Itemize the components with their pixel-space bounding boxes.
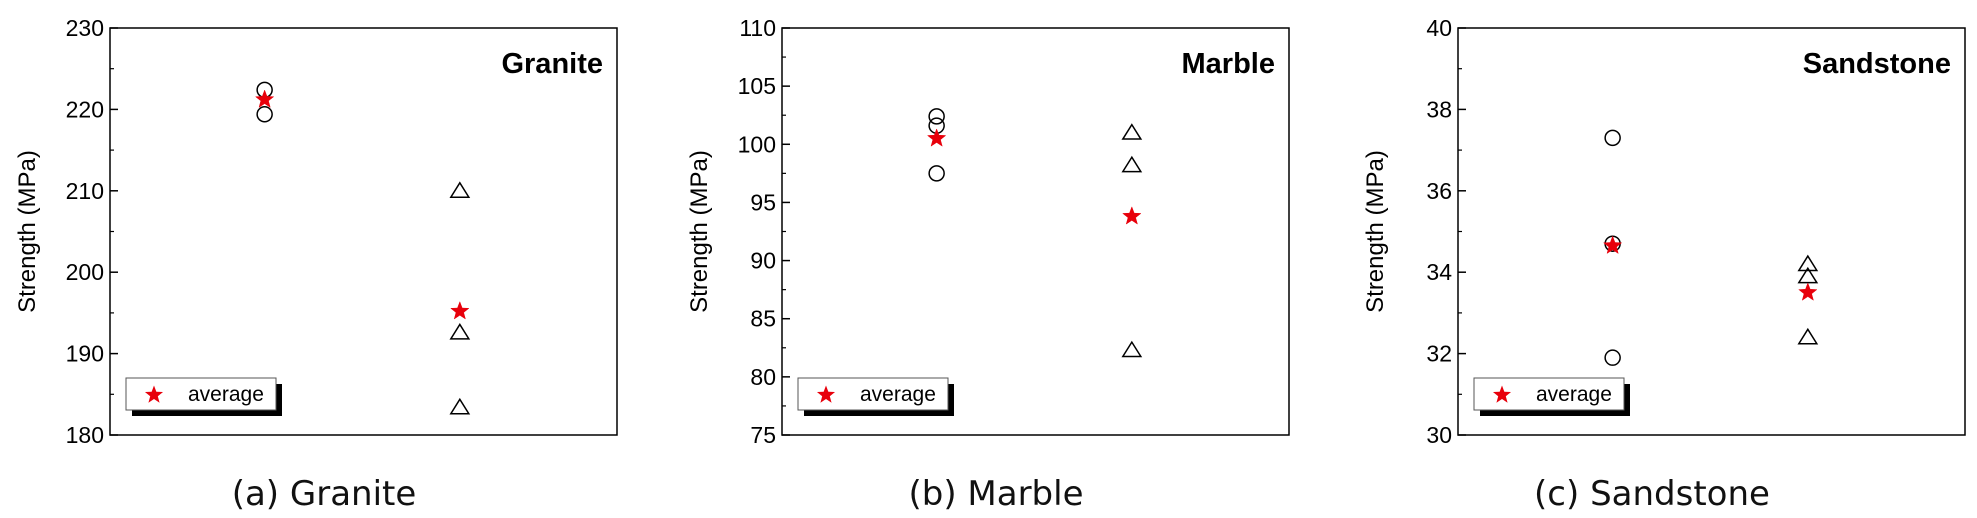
y-axis-label: Strength (MPa) [686, 150, 713, 313]
y-tick-label: 38 [1426, 96, 1452, 122]
legend-star-icon [816, 385, 836, 403]
y-tick-label: 190 [66, 341, 104, 367]
legend-star-icon [1492, 385, 1512, 403]
average-star [1798, 282, 1818, 301]
data-point-triangle [449, 323, 471, 340]
panel-granite: 180 190 200 210 220 230 Strength (MPa) Granite a… [14, 15, 618, 514]
data-point-triangle [1797, 254, 1819, 272]
y-tick-label: 110 [739, 15, 776, 41]
y-tick-label: 100 [738, 131, 776, 157]
y-tick-label: 230 [66, 15, 104, 41]
y-tick-label: 34 [1426, 259, 1452, 285]
plot-frame [1457, 27, 1966, 436]
panel-title: Marble [1182, 48, 1275, 80]
data-point-circle [928, 165, 945, 182]
y-tick-label: 105 [738, 73, 776, 99]
y-axis-label: Strength (MPa) [14, 150, 41, 313]
y-tick-label: 30 [1426, 422, 1452, 448]
plot-frame [109, 27, 618, 436]
data-point-triangle [1121, 123, 1143, 140]
panel-caption: (a) Granite [232, 474, 417, 514]
y-tick-label: 32 [1426, 341, 1452, 367]
y-tick-label: 40 [1426, 15, 1452, 41]
data-point-triangle [1797, 327, 1819, 345]
plot-frame [781, 27, 1290, 436]
legend-box [125, 377, 277, 411]
y-tick-label: 85 [750, 306, 776, 332]
data-point-circle [1604, 349, 1621, 366]
panel-title: Sandstone [1803, 48, 1951, 80]
y-tick-label: 75 [750, 422, 776, 448]
y-axis-label: Strength (MPa) [1362, 150, 1389, 313]
y-tick-label: 90 [750, 248, 776, 274]
legend-label: average [1536, 383, 1612, 406]
panel-sandstone: 30 32 34 36 38 40 Strength (MPa) Sandstone avera… [1362, 15, 1966, 514]
average-star [1602, 235, 1623, 255]
legend-star-icon [144, 385, 164, 403]
panel-caption: (c) Sandstone [1534, 474, 1770, 514]
legend-label: average [860, 383, 936, 406]
y-tick-label: 220 [66, 96, 104, 122]
y-tick-label: 95 [750, 189, 776, 215]
data-point-circle [256, 106, 273, 123]
legend-label: average [188, 383, 264, 406]
y-tick-label: 180 [66, 422, 104, 448]
y-tick-label: 210 [66, 178, 104, 204]
average-star [1122, 206, 1142, 225]
data-point-triangle [1121, 155, 1143, 173]
data-point-circle [928, 108, 945, 125]
data-point-circle [1604, 129, 1621, 147]
panel-marble: 75 80 85 90 95 100 105 110 Strength (MPa) Marble a… [686, 15, 1290, 514]
data-point-triangle [449, 181, 471, 198]
panel-title: Granite [501, 48, 603, 80]
y-tick-label: 36 [1426, 178, 1452, 204]
average-star [450, 301, 470, 320]
y-tick-label: 80 [750, 364, 776, 390]
average-star [926, 128, 947, 147]
y-tick-label: 200 [66, 259, 104, 285]
average-star [254, 89, 275, 108]
panel-caption: (b) Marble [908, 474, 1083, 514]
data-point-triangle [449, 397, 471, 415]
data-point-triangle [1121, 340, 1143, 358]
